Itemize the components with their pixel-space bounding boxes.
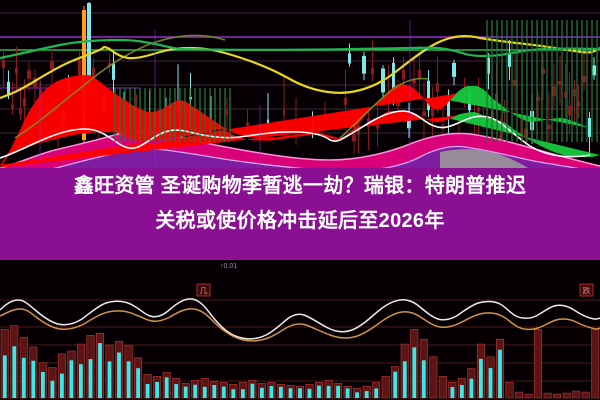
svg-text:跌: 跌 <box>583 286 591 296</box>
svg-text:关税或使价格冲击延后至2026年: 关税或使价格冲击延后至2026年 <box>155 208 444 232</box>
svg-text:↑0.01: ↑0.01 <box>220 263 237 270</box>
svg-text:鑫旺资管 圣诞购物季暂逃一劫？瑞银：特朗普推迟: 鑫旺资管 圣诞购物季暂逃一劫？瑞银：特朗普推迟 <box>74 173 526 197</box>
svg-text:几: 几 <box>200 287 208 296</box>
